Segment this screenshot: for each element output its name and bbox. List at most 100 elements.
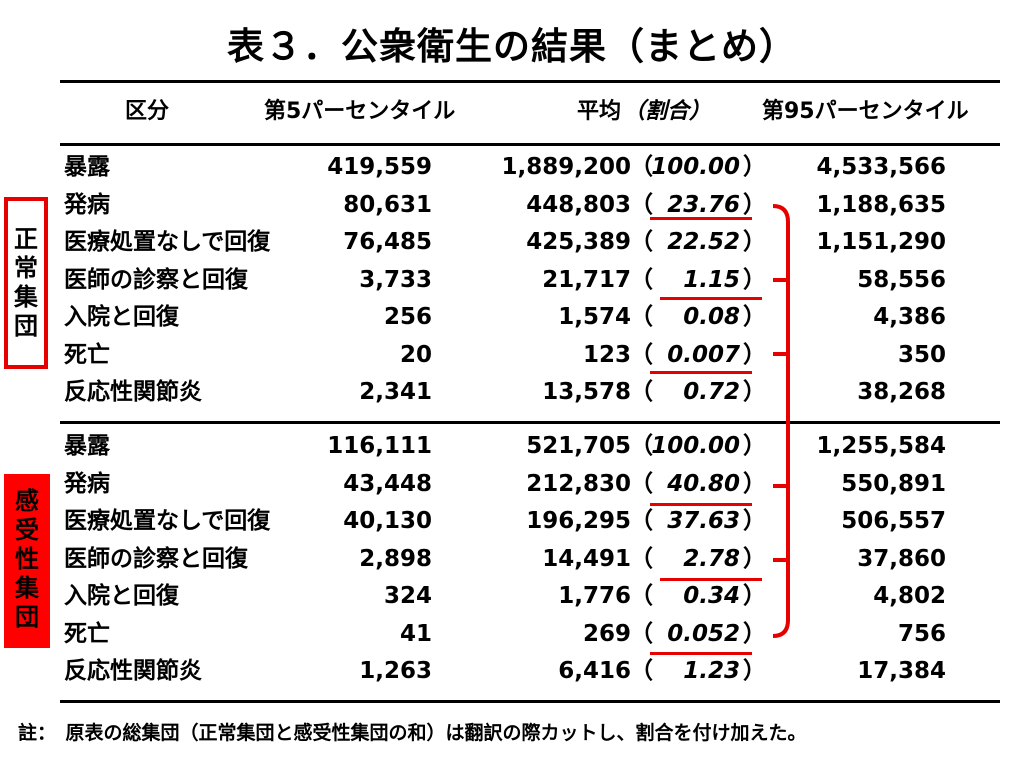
cell-mean: 521,705: [526, 433, 631, 459]
paren-close: ）: [743, 304, 766, 330]
bottom-rule: [60, 700, 1000, 703]
cell-ratio: 37.63: [667, 508, 740, 534]
paren-close: ）: [743, 433, 766, 459]
cell-mean: 196,295: [526, 508, 631, 534]
cell-p95: 756: [897, 620, 946, 647]
cell-p95: 350: [897, 341, 946, 368]
header-rule: [60, 143, 1000, 146]
cell-mean: 21,717: [542, 266, 631, 293]
paren-open: （: [630, 341, 653, 368]
group-label-char: 集: [14, 283, 38, 311]
cell-p95: 17,384: [857, 658, 946, 684]
paren-close: ）: [743, 191, 766, 218]
row-label: 医師の診察と回復: [64, 545, 248, 572]
cell-ratio: 22.52: [667, 229, 740, 255]
cell-ratio: 0.007: [667, 341, 740, 368]
table-row: 死亡 20 123 （ 0.007） 350: [0, 337, 1024, 375]
cell-ratio: 40.80: [667, 470, 740, 497]
page-title: 表３．公衆衛生の結果（まとめ）: [227, 25, 797, 68]
paren-close: ）: [743, 583, 766, 609]
row-label: 入院と回復: [64, 583, 179, 609]
cell-p95: 38,268: [857, 379, 946, 405]
paren-open: （: [630, 154, 653, 180]
paren-open: （: [630, 433, 653, 459]
cell-p5: 116,111: [327, 433, 432, 459]
paren-open: （: [630, 658, 653, 684]
cell-p95: 58,556: [857, 266, 946, 293]
cell-mean: 13,578: [542, 379, 631, 405]
cell-p95: 37,860: [857, 545, 946, 572]
cell-mean: 448,803: [526, 191, 631, 218]
paren-close: ）: [743, 266, 766, 293]
ratio-underline: [660, 578, 762, 581]
cell-p95: 4,533,566: [816, 154, 947, 180]
row-label: 発病: [64, 191, 110, 218]
cell-mean: 1,574: [558, 304, 631, 330]
header-p95: 第95パーセンタイル: [762, 99, 969, 124]
paren-close: ）: [743, 379, 766, 405]
cell-p5: 41: [399, 620, 432, 647]
row-label: 医療処置なしで回復: [64, 229, 271, 255]
cell-p5: 80,631: [343, 191, 432, 218]
cell-ratio: 0.72: [683, 379, 740, 405]
table-row: 反応性関節炎 2,341 13,578 （ 0.72） 38,268: [0, 374, 1024, 412]
paren-open: （: [630, 191, 653, 218]
cell-p95: 1,151,290: [816, 229, 947, 255]
ratio-underline: [650, 217, 752, 220]
cell-p5: 2,898: [359, 545, 432, 572]
cell-ratio: 100.00: [651, 433, 740, 459]
cell-p5: 324: [383, 583, 432, 609]
table-row: 医療処置なしで回復 76,485 425,389 （ 22.52） 1,151,290: [0, 224, 1024, 262]
row-label: 医師の診察と回復: [64, 266, 248, 293]
paren-close: ）: [743, 508, 766, 534]
cell-p5: 76,485: [343, 229, 432, 255]
paren-close: ）: [743, 658, 766, 684]
paren-open: （: [630, 545, 653, 572]
paren-open: （: [630, 470, 653, 497]
paren-close: ）: [743, 154, 766, 180]
table-row: 暴露 419,559 1,889,200 （100.00） 4,533,566: [0, 149, 1024, 187]
paren-close: ）: [743, 620, 766, 647]
cell-p5: 2,341: [359, 379, 432, 405]
group-label-char: 受: [15, 516, 39, 544]
header-p5: 第5パーセンタイル: [264, 99, 456, 124]
cell-mean: 6,416: [558, 658, 631, 684]
paren-close: ）: [743, 229, 766, 255]
cell-ratio: 0.052: [667, 620, 740, 647]
header-mean: 平均: [577, 99, 622, 124]
table-row: 入院と回復 256 1,574 （ 0.08） 4,386: [0, 299, 1024, 337]
group-label-char: 正: [14, 225, 38, 253]
paren-close: ）: [743, 341, 766, 368]
table-row: 反応性関節炎 1,263 6,416 （ 1.23） 17,384: [0, 653, 1024, 691]
table-row: 死亡 41 269 （ 0.052） 756: [0, 616, 1024, 654]
cell-p5: 3,733: [359, 266, 432, 293]
cell-ratio: 2.78: [683, 545, 740, 572]
paren-open: （: [630, 379, 653, 405]
ratio-underline: [650, 371, 752, 374]
paren-close: ）: [743, 470, 766, 497]
header-ratio: （割合）: [623, 99, 712, 124]
group-divider-rule: [60, 421, 1000, 424]
ratio-underline: [650, 652, 752, 655]
group-label-char: 団: [14, 312, 38, 340]
table-row: 発病 43,448 212,830 （ 40.80） 550,891: [0, 466, 1024, 504]
row-label: 死亡: [64, 620, 110, 647]
footnote: 註： 原表の総集団（正常集団と感受性集団の和）は翻訳の際カットし、割合を付け加え…: [18, 722, 807, 744]
cell-p95: 1,188,635: [816, 191, 947, 218]
cell-p95: 4,802: [873, 583, 946, 609]
cell-ratio: 1.15: [683, 266, 740, 293]
cell-p5: 20: [399, 341, 432, 368]
table-row: 医師の診察と回復 2,898 14,491 （ 2.78） 37,860: [0, 541, 1024, 579]
paren-open: （: [630, 266, 653, 293]
row-label: 医療処置なしで回復: [64, 508, 271, 534]
cell-p5: 43,448: [343, 470, 432, 497]
cell-p5: 419,559: [327, 154, 432, 180]
cell-p95: 1,255,584: [816, 433, 947, 459]
cell-p5: 40,130: [343, 508, 432, 534]
group-label-sensitive: 感受性集団: [4, 474, 50, 648]
paren-open: （: [630, 583, 653, 609]
cell-mean: 123: [582, 341, 631, 368]
group-label-char: 常: [14, 254, 38, 282]
top-rule: [60, 80, 1000, 83]
group-label-char: 感: [15, 487, 39, 515]
